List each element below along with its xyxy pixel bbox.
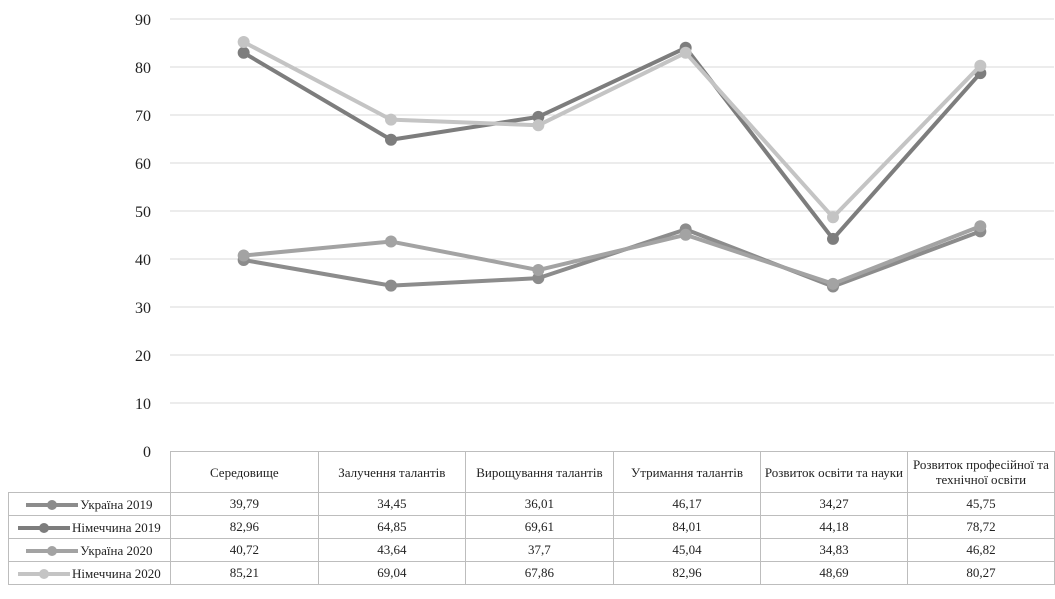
table-row: Україна 2019 39,79 34,45 36,01 46,17 34,27 45,… <box>8 492 1055 516</box>
data-point <box>532 119 545 132</box>
series-4 <box>237 35 987 224</box>
data-point <box>237 249 250 262</box>
table-row: Україна 2020 40,72 43,64 37,7 45,04 34,83 46,8… <box>8 538 1055 562</box>
data-point <box>385 113 397 126</box>
data-point <box>532 110 545 123</box>
data-point <box>679 46 692 59</box>
data-point <box>237 35 250 48</box>
data-label: 84,01 <box>612 515 762 539</box>
data-label: 82,96 <box>612 561 762 585</box>
data-label: 64,85 <box>317 515 466 539</box>
data-point <box>827 232 839 245</box>
category-header-row: Середовище Залучення талантів Вирощування … <box>8 451 1055 493</box>
data-label: 80,27 <box>906 561 1055 585</box>
data-label: 45,04 <box>612 538 762 562</box>
data-point <box>532 264 545 277</box>
legend-swatch <box>26 499 79 511</box>
data-label: 45,75 <box>906 492 1055 516</box>
legend-entry: Україна 2020 <box>8 538 171 562</box>
data-point <box>827 211 839 224</box>
series-1 <box>237 223 987 293</box>
data-label: 44,18 <box>760 515 908 539</box>
data-point <box>237 46 250 59</box>
y-tick-label: 70 <box>135 108 151 125</box>
series-line <box>242 45 982 241</box>
data-label: 69,61 <box>464 515 614 539</box>
legend-swatch <box>18 522 71 534</box>
category-label: Середовище <box>169 451 319 493</box>
y-tick-label: 10 <box>135 396 151 413</box>
series-name: Україна 2020 <box>80 542 153 558</box>
y-tick-label: 60 <box>135 156 151 173</box>
data-point <box>385 235 397 248</box>
series-name: Німеччина 2019 <box>72 519 161 535</box>
category-label: Залучення талантів <box>317 451 466 493</box>
data-label: 37,7 <box>464 538 614 562</box>
data-label: 46,17 <box>612 492 762 516</box>
data-label: 85,21 <box>169 561 319 585</box>
data-point <box>679 228 692 241</box>
y-tick-label: 30 <box>135 300 151 317</box>
data-label: 34,45 <box>317 492 466 516</box>
legend-swatch <box>18 568 71 580</box>
data-label: 40,72 <box>169 538 319 562</box>
data-point <box>974 220 987 233</box>
data-label: 43,64 <box>317 538 466 562</box>
y-tick-label: 80 <box>135 60 151 77</box>
data-table: Середовище Залучення талантів Вирощування … <box>8 451 1055 585</box>
data-point <box>385 279 397 292</box>
series-line <box>242 40 982 220</box>
legend-entry: Німеччина 2020 <box>8 561 171 585</box>
legend-swatch <box>26 545 79 557</box>
data-point <box>974 59 987 72</box>
y-tick-label: 20 <box>135 348 151 365</box>
data-label: 78,72 <box>906 515 1055 539</box>
category-label: Розвиток професійної та технічної освіти <box>906 451 1055 493</box>
data-point <box>827 277 839 290</box>
table-corner <box>8 451 171 493</box>
series-lines <box>237 35 987 293</box>
data-label: 67,86 <box>464 561 614 585</box>
category-label: Розвиток освіти та науки <box>760 451 908 493</box>
table-row: Німеччина 2019 82,96 64,85 69,61 84,01 44,18 7… <box>8 515 1055 539</box>
legend-entry: Німеччина 2019 <box>8 515 171 539</box>
data-label: 34,27 <box>760 492 908 516</box>
y-tick-label: 90 <box>135 12 151 29</box>
y-tick-label: 40 <box>135 252 151 269</box>
data-point <box>385 133 397 146</box>
data-label: 36,01 <box>464 492 614 516</box>
data-label: 46,82 <box>906 538 1055 562</box>
table-row: Німеччина 2020 85,21 69,04 67,86 82,96 48,69 8… <box>8 561 1055 585</box>
data-label: 69,04 <box>317 561 466 585</box>
series-3 <box>237 220 987 290</box>
legend-entry: Україна 2019 <box>8 492 171 516</box>
gridlines <box>170 18 1054 404</box>
series-line <box>243 224 982 286</box>
data-label: 82,96 <box>169 515 319 539</box>
series-line <box>243 227 982 289</box>
category-label: Утримання талантів <box>612 451 762 493</box>
data-label: 39,79 <box>169 492 319 516</box>
series-2 <box>237 41 987 245</box>
data-label: 34,83 <box>760 538 908 562</box>
series-name: Україна 2019 <box>80 496 153 512</box>
data-label: 48,69 <box>760 561 908 585</box>
series-name: Німеччина 2020 <box>72 565 161 581</box>
y-tick-label: 50 <box>135 204 151 221</box>
category-label: Вирощування талантів <box>464 451 614 493</box>
